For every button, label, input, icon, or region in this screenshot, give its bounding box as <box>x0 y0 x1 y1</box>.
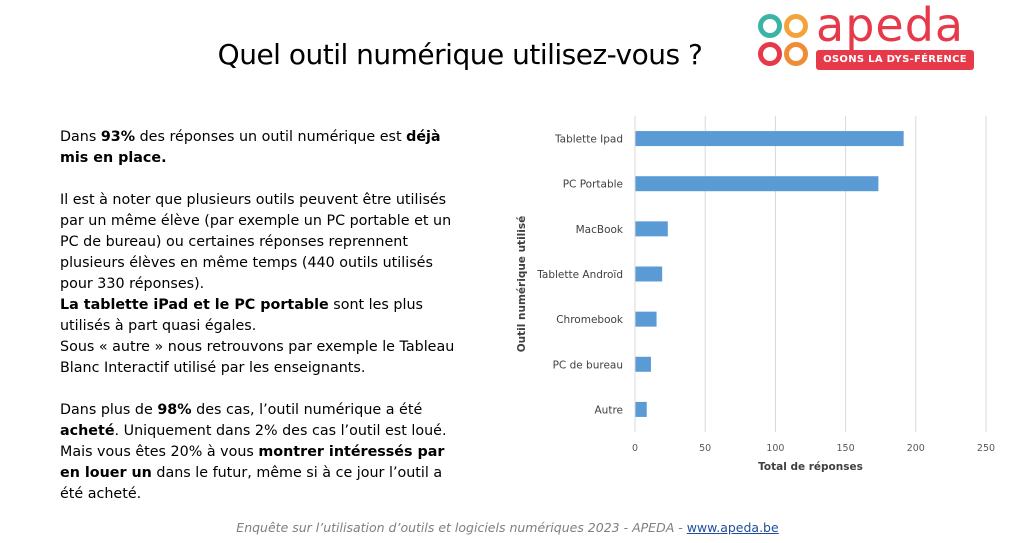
x-tick-label: 200 <box>907 443 925 454</box>
paragraph: Dans 93% des réponses un outil numérique… <box>60 127 465 169</box>
category-label: PC de bureau <box>553 359 623 371</box>
bold-text: montrer intéressés par en louer un <box>60 444 445 481</box>
bar-tablette-ipad <box>635 131 904 147</box>
bar-macbook <box>635 221 668 237</box>
footer: Enquête sur l’utilisation d’outils et lo… <box>0 520 1015 535</box>
category-label: Tablette Androïd <box>536 269 623 281</box>
x-tick-label: 150 <box>837 443 855 454</box>
footer-link[interactable]: www.apeda.be <box>686 520 779 535</box>
slide-title: Quel outil numérique utilisez-vous ? <box>217 38 703 71</box>
x-tick-label: 0 <box>632 443 638 454</box>
text-run: Il est à noter que plusieurs outils peuv… <box>60 192 452 292</box>
bold-text: 98% <box>157 402 192 418</box>
logo-wordmark: apeda <box>816 0 965 52</box>
text-run: des cas, l’outil numérique a été <box>191 402 423 418</box>
text-run: sont les plus utilisés à part quasi égal… <box>60 297 423 334</box>
text-run: Dans plus de <box>60 402 158 418</box>
x-tick-label: 100 <box>766 443 784 454</box>
logo-circles-icon <box>756 10 814 68</box>
bar-pc-portable <box>635 176 879 192</box>
bar-autre <box>635 401 647 417</box>
text-run: des réponses un outil numérique est <box>135 129 407 145</box>
bar-pc-de-bureau <box>635 356 651 372</box>
text-run: Sous « autre » nous retrouvons par exemp… <box>60 339 455 376</box>
paragraph: La tablette iPad et le PC portable sont … <box>60 295 465 337</box>
chart-svg: 0 50 100 150 200 250 Tablette Ipad PC Portable M… <box>516 116 995 473</box>
category-label: Tablette Ipad <box>554 134 623 146</box>
category-label: MacBook <box>576 224 624 236</box>
bold-text: acheté <box>60 423 115 439</box>
apeda-logo: apeda OSONS LA DYS-FÉRENCE <box>756 0 978 70</box>
body-text: Dans 93% des réponses un outil numérique… <box>60 127 465 505</box>
paragraph: Dans plus de 98% des cas, l’outil numéri… <box>60 400 465 505</box>
x-tick-label: 250 <box>977 443 995 454</box>
bold-text: La tablette iPad et le PC portable <box>60 297 329 313</box>
bar-chromebook <box>635 311 657 327</box>
paragraph: Sous « autre » nous retrouvons par exemp… <box>60 337 465 379</box>
bold-text: 93% <box>100 129 136 145</box>
category-label: Chromebook <box>556 314 624 326</box>
category-label: Autre <box>594 404 623 416</box>
footer-text: Enquête sur l’utilisation d’outils et lo… <box>236 520 687 535</box>
text-run: . Uniquement dans 2% des cas l’outil est… <box>60 423 447 460</box>
x-axis-title: Total de réponses <box>758 461 863 473</box>
bar-chart: 0 50 100 150 200 250 Tablette Ipad PC Portable M… <box>500 110 1010 490</box>
x-tick-label: 50 <box>699 443 711 454</box>
text-run: Dans <box>60 129 101 145</box>
bar-tablette-andro-d <box>635 266 663 282</box>
category-label: PC Portable <box>563 179 623 191</box>
y-axis-title: Outil numérique utilisé <box>516 216 528 353</box>
logo-tagline: OSONS LA DYS-FÉRENCE <box>816 50 974 70</box>
bold-text: déjà mis en place. <box>60 129 441 166</box>
paragraph: Il est à noter que plusieurs outils peuv… <box>60 190 465 295</box>
text-run: dans le futur, même si à ce jour l’outil… <box>60 465 443 502</box>
